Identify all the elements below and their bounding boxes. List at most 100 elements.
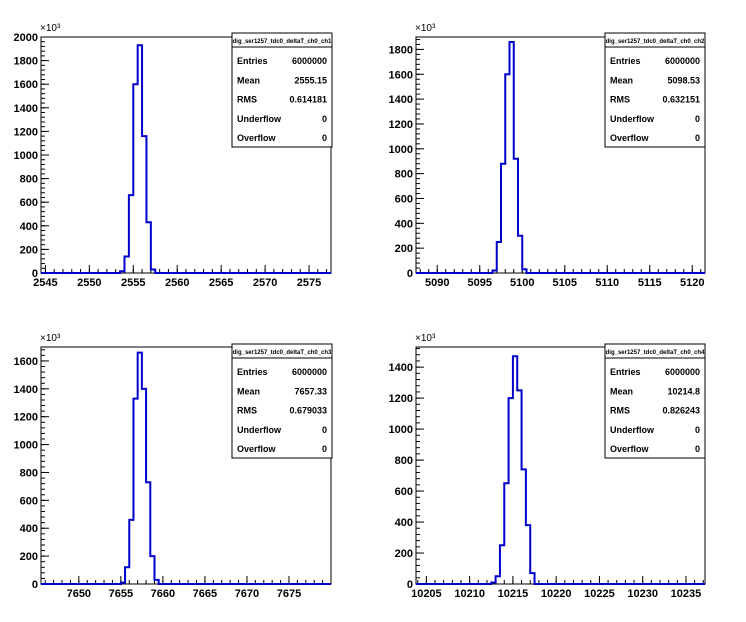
y-tick-label: 1800: [389, 44, 413, 56]
y-tick-label: 200: [20, 551, 38, 563]
histogram-panel-ch2: 0 200 400 600 800 1000 1200 1400 1600 1800 5090 509…: [389, 23, 706, 289]
y-tick-label: 400: [20, 221, 38, 233]
y-tick-label: 1600: [14, 79, 38, 91]
y-exponent-label: ×10³: [415, 333, 436, 344]
stats-title: dig_ser1257_tdc0_deltaT_ch0_ch4: [606, 350, 705, 356]
y-tick-label: 1400: [389, 362, 413, 374]
y-tick-label: 600: [20, 495, 38, 507]
stats-label: Entries: [237, 367, 268, 377]
stats-value: 0.614181: [289, 95, 327, 105]
y-tick-label: 0: [32, 268, 38, 280]
histogram-line: [416, 355, 705, 585]
stats-value: 5098.53: [667, 75, 700, 85]
stats-value: 0: [322, 133, 327, 143]
y-exponent-label: ×10³: [415, 23, 436, 34]
y-tick-label: 400: [395, 517, 413, 529]
x-tick-label: 10235: [671, 588, 702, 600]
stats-label: Underflow: [237, 425, 282, 435]
stats-box: [604, 343, 706, 459]
stats-value: 6000000: [292, 56, 327, 66]
stats-value: 0: [322, 425, 327, 435]
stats-box: [604, 32, 706, 148]
x-tick-label: 7675: [277, 588, 301, 600]
x-tick-label: 10220: [541, 588, 572, 600]
stats-box: [231, 343, 333, 459]
stats-label: Mean: [237, 75, 260, 85]
stats-label: Overflow: [610, 444, 650, 454]
y-tick-label: 800: [20, 467, 38, 479]
y-tick-label: 1000: [14, 440, 38, 452]
x-tick-label: 10230: [627, 588, 658, 600]
stats-label: Entries: [237, 56, 268, 66]
stats-label: Overflow: [610, 133, 650, 143]
stats-label: RMS: [610, 95, 630, 105]
stats-box: [231, 32, 333, 148]
stats-label: Overflow: [237, 133, 277, 143]
histogram-line: [416, 40, 705, 274]
stats-title: dig_ser1257_tdc0_deltaT_ch0_ch3: [233, 350, 332, 356]
y-tick-label: 1400: [14, 384, 38, 396]
y-tick-label: 0: [407, 268, 413, 280]
stats-value: 2555.15: [294, 75, 327, 85]
stats-label: Overflow: [237, 444, 277, 454]
y-exponent-label: ×10³: [40, 23, 61, 34]
stats-value: 0: [695, 425, 700, 435]
stats-label: Underflow: [610, 114, 655, 124]
x-tick-label: 7665: [193, 588, 217, 600]
y-tick-label: 800: [20, 174, 38, 186]
x-tick-label: 5115: [638, 277, 662, 289]
y-tick-label: 200: [395, 548, 413, 560]
x-tick-label: 2545: [33, 277, 57, 289]
y-tick-label: 400: [395, 218, 413, 230]
stats-label: Underflow: [610, 425, 655, 435]
stats-value: 10214.8: [667, 386, 700, 396]
histogram-panel-ch4: 0 200 400 600 800 1000 1200 1400 10205 10210 10215…: [389, 333, 706, 600]
y-tick-label: 0: [32, 579, 38, 591]
x-tick-label: 5095: [468, 277, 492, 289]
y-tick-label: 1200: [389, 119, 413, 131]
y-tick-label: 1200: [14, 126, 38, 138]
x-tick-label: 7655: [109, 588, 133, 600]
stats-value: 0.826243: [662, 406, 700, 416]
stats-value: 6000000: [665, 56, 700, 66]
x-tick-label: 2570: [253, 277, 277, 289]
histogram-panel-ch1: 0 200 400 600 800 1000 1200 1400 1600 1800 2000 254…: [14, 23, 333, 289]
x-tick-label: 10225: [584, 588, 615, 600]
stats-label: Mean: [237, 386, 260, 396]
y-tick-label: 600: [20, 197, 38, 209]
x-tick-label: 7660: [151, 588, 175, 600]
stats-label: Mean: [610, 75, 633, 85]
y-tick-label: 200: [395, 243, 413, 255]
x-tick-label: 5110: [595, 277, 619, 289]
y-tick-label: 200: [20, 244, 38, 256]
y-tick-label: 1800: [14, 56, 38, 68]
y-exponent-label: ×10³: [40, 333, 61, 344]
x-tick-label: 7670: [235, 588, 259, 600]
y-tick-label: 1000: [389, 144, 413, 156]
stats-label: Underflow: [237, 114, 282, 124]
y-tick-label: 1400: [14, 103, 38, 115]
x-tick-label: 5100: [510, 277, 534, 289]
stats-value: 0.632151: [662, 95, 700, 105]
x-tick-label: 5090: [425, 277, 449, 289]
x-tick-label: 5120: [680, 277, 704, 289]
y-tick-label: 600: [395, 486, 413, 498]
x-tick-label: 2575: [297, 277, 321, 289]
y-tick-label: 1000: [14, 150, 38, 162]
x-tick-label: 10205: [411, 588, 442, 600]
y-tick-label: 1600: [389, 69, 413, 81]
x-tick-label: 2565: [209, 277, 233, 289]
y-tick-label: 1200: [389, 393, 413, 405]
y-tick-label: 800: [395, 455, 413, 467]
x-tick-label: 10215: [498, 588, 529, 600]
y-tick-label: 1600: [14, 356, 38, 368]
y-tick-label: 1400: [389, 94, 413, 106]
x-tick-label: 2555: [121, 277, 145, 289]
stats-label: Entries: [610, 56, 641, 66]
x-tick-label: 7650: [67, 588, 91, 600]
stats-value: 6000000: [292, 367, 327, 377]
histogram-line: [41, 44, 331, 274]
stats-value: 0.679033: [289, 406, 327, 416]
histogram-panel-ch3: 0 200 400 600 800 1000 1200 1400 1600 7650 7655 766…: [14, 333, 333, 600]
x-tick-label: 2550: [77, 277, 101, 289]
